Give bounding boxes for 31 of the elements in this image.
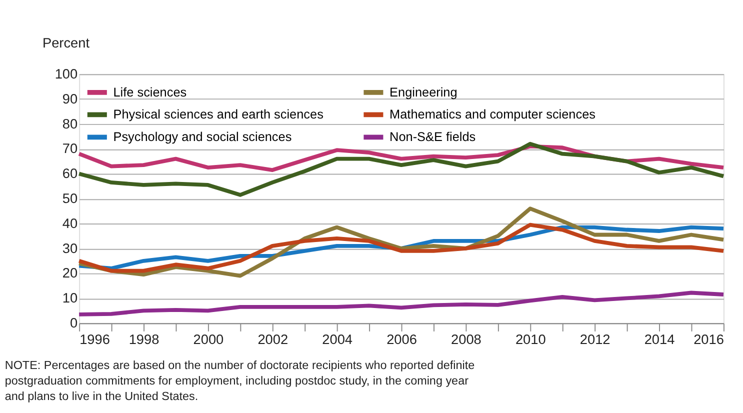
line-series [77,290,726,316]
y-tick-label: 10 [62,290,78,306]
x-tick-label: 2008 [451,332,482,348]
legend-label: Life sciences [113,85,187,100]
x-tick-label: 2014 [644,332,676,348]
y-tick-label: 90 [62,91,78,106]
y-tick-label: 60 [62,166,78,182]
y-tick-label: 100 [54,66,78,82]
y-tick-label: 20 [62,266,78,281]
x-tick-label: 2010 [515,332,546,348]
x-tick-label: 2012 [580,332,610,348]
legend-label: Physical sciences and earth sciences [113,108,324,122]
y-tick-label: 40 [62,216,78,231]
legend-label: Mathematics and computer sciences [390,108,596,122]
legend-label: Non-S&E fields [390,130,476,144]
y-tick-label: 50 [62,191,78,206]
x-tick-label: 2016 [694,332,724,348]
legend-label: Psychology and social sciences [113,130,292,144]
y-tick-label: 0 [70,316,78,331]
legend-label: Engineering [390,85,458,100]
text: NOTE: Percentages are based on the number of doctorate recipients who reported definite postgraduation commitments for employment, including postdoc study, in the coming year and plans to live in the United States. [4,359,475,404]
y-tick-label: 80 [62,116,78,132]
y-axis-title: Percent [42,35,90,50]
y-tick-label: 30 [62,240,78,256]
x-tick-label: 2004 [322,332,353,348]
y-tick-label: 70 [62,141,78,156]
x-tick-label: 2006 [386,332,417,348]
x-tick-label: 2000 [193,332,224,348]
x-tick-label: 1998 [128,332,160,348]
x-tick-label: 1996 [80,332,110,348]
x-tick-label: 2002 [258,332,288,348]
